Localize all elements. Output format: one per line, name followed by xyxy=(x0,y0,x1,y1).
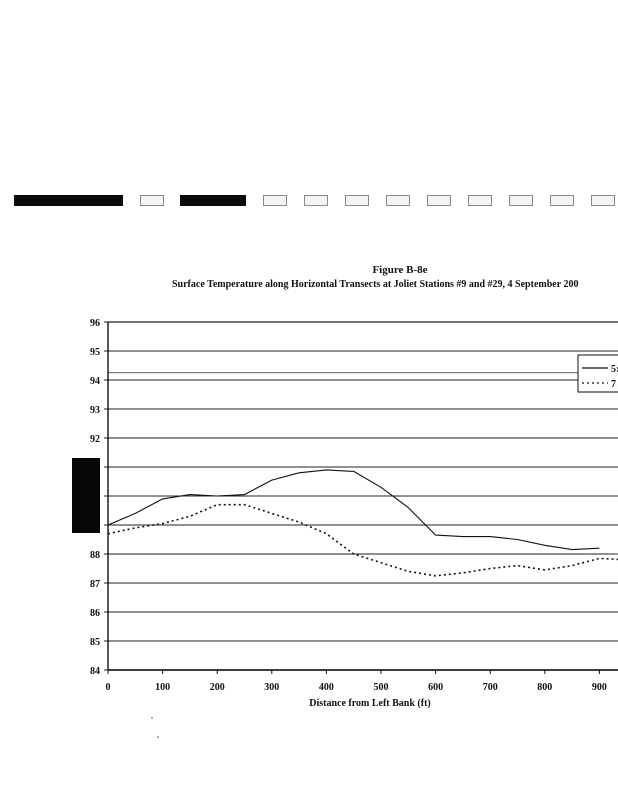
scan-speck xyxy=(151,717,153,719)
x-tick-label: 900 xyxy=(592,682,607,693)
header-box-3 xyxy=(304,195,328,206)
y-tick-label: 87 xyxy=(90,579,100,590)
x-tick-label: 700 xyxy=(483,682,498,693)
header-box-6 xyxy=(427,195,451,206)
header-box-4 xyxy=(345,195,369,206)
header-box-8 xyxy=(509,195,533,206)
series-line-2 xyxy=(107,503,618,577)
x-tick-label: 600 xyxy=(428,682,443,693)
x-tick-label: 300 xyxy=(264,682,279,693)
y-tick-label: 92 xyxy=(90,434,100,445)
header-box-1 xyxy=(140,195,164,206)
x-tick-label: 400 xyxy=(319,682,334,693)
x-axis-label: Distance from Left Bank (ft) xyxy=(309,698,431,709)
y-tick-label: 84 xyxy=(90,666,100,677)
series-line-1 xyxy=(107,469,600,551)
y-tick-label: 85 xyxy=(90,637,100,648)
y-tick-label: 95 xyxy=(90,347,100,358)
y-tick-label: 96 xyxy=(90,318,100,329)
x-tick-label: 100 xyxy=(155,682,170,693)
header-bar-2 xyxy=(180,195,246,206)
legend-label-2: 7 xyxy=(611,379,616,390)
y-tick-label: 86 xyxy=(90,608,100,619)
header-box-7 xyxy=(468,195,492,206)
scan-speck xyxy=(157,736,159,738)
figure-title: Surface Temperature along Horizontal Tra… xyxy=(172,279,579,290)
y-tick-label: 94 xyxy=(90,376,100,387)
figure-number: Figure B-8e xyxy=(372,264,428,276)
header-box-5 xyxy=(386,195,410,206)
header-box-10 xyxy=(591,195,615,206)
y-tick-label: 93 xyxy=(90,405,100,416)
header-box-9 xyxy=(550,195,574,206)
x-tick-label: 200 xyxy=(210,682,225,693)
header-box-2 xyxy=(263,195,287,206)
legend-box xyxy=(577,354,618,393)
y-tick-label: 88 xyxy=(90,550,100,561)
x-tick-label: 500 xyxy=(374,682,389,693)
legend-label-1: 5: xyxy=(611,364,618,375)
header-bar-1 xyxy=(14,195,123,206)
redaction-block xyxy=(72,458,100,533)
x-tick-label: 0 xyxy=(106,682,111,693)
x-tick-label: 800 xyxy=(537,682,552,693)
